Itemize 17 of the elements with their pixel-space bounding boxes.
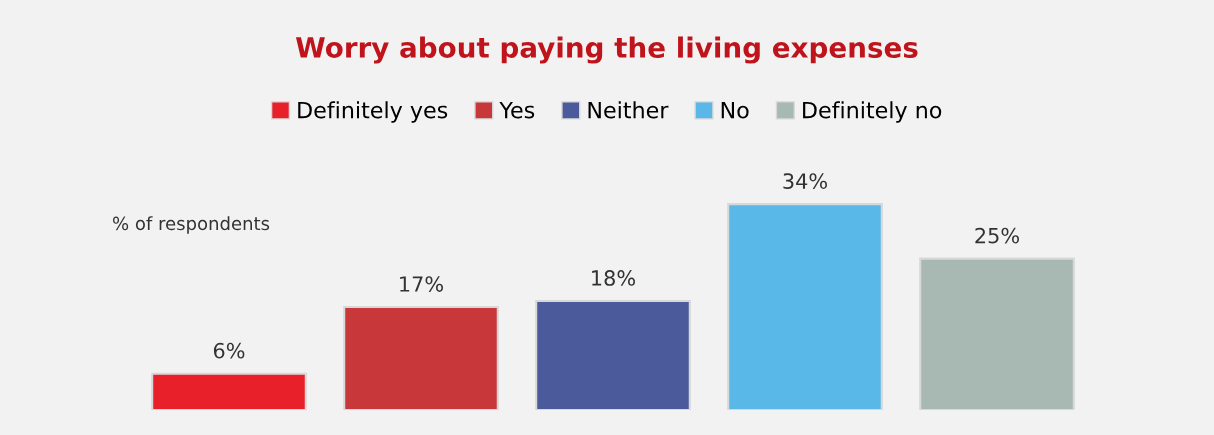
- data-label: 25%: [975, 227, 1019, 244]
- bar: [727, 203, 883, 410]
- legend-label: No: [721, 101, 749, 119]
- data-label: 17%: [400, 276, 443, 292]
- legend-label: Neither: [588, 101, 669, 119]
- data-label: 18%: [592, 270, 635, 286]
- data-label: 34%: [783, 173, 827, 189]
- chart-title: Worry about paying the living expenses: [295, 36, 918, 64]
- legend-label: Definitely yes: [298, 101, 448, 123]
- bar: [919, 257, 1075, 410]
- bar: [343, 306, 499, 410]
- bar: [151, 372, 307, 410]
- bar: [535, 299, 691, 410]
- legend-label: Definitely no: [803, 101, 942, 123]
- data-label: 6%: [213, 342, 245, 359]
- legend-label: Yes: [499, 101, 535, 119]
- annotation: % of respondents: [113, 216, 270, 234]
